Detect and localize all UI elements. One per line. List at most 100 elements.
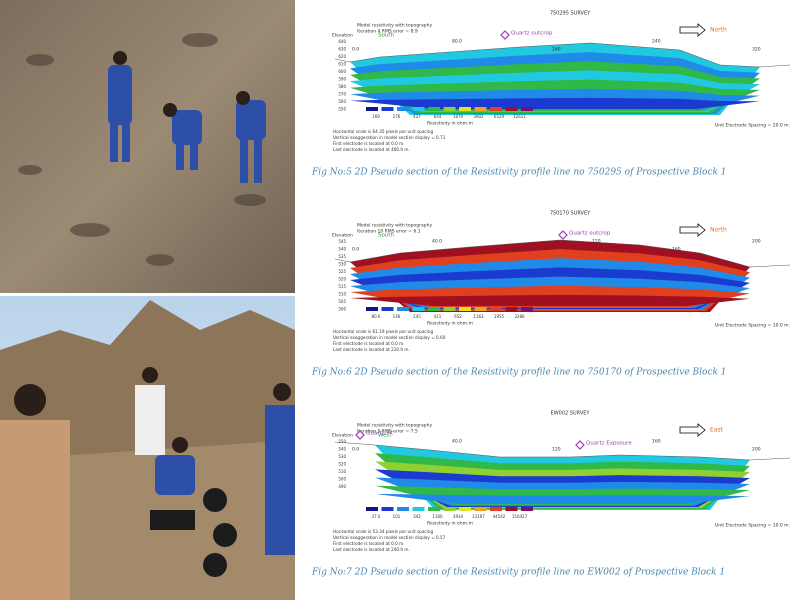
elevation-tick: 520 — [338, 277, 346, 282]
left-direction: South — [378, 233, 394, 239]
elevation-tick: 510 — [338, 469, 346, 474]
elevation-tick: 520 — [338, 462, 346, 467]
legend-swatch — [381, 507, 394, 511]
elevation-tick: 560 — [338, 99, 346, 104]
legend-value: 146 — [393, 314, 401, 319]
legend-label: Resistivity in ohm.m — [427, 321, 473, 327]
survey-title: EW002 SURVEY — [551, 411, 591, 417]
legend-value: 12611 — [513, 114, 526, 119]
marker-label: Quartz Exposure — [586, 441, 632, 447]
distance-tick: 320 — [752, 47, 761, 53]
legend-swatch — [490, 507, 502, 511]
elevation-tick: 640 — [338, 39, 346, 44]
survey-title: 750170 SURVEY — [550, 211, 591, 217]
legend-swatch — [521, 107, 533, 111]
right-direction: North — [710, 227, 727, 234]
unit-spacing: Unit Electrode Spacing = 10.0 m. — [715, 323, 790, 329]
legend-swatch — [490, 107, 502, 111]
topography-line — [334, 441, 791, 461]
section-band — [350, 294, 750, 306]
caption: Fig No:5 2D Pseudo section of the Resist… — [311, 168, 727, 178]
elevation-tick: 540 — [338, 247, 346, 252]
legend-value: 427 — [413, 114, 421, 119]
elevation-tick: 505 — [338, 299, 346, 304]
legend-swatch — [397, 107, 409, 111]
elevation-tick: 510 — [338, 292, 346, 297]
legend-value: 6529 — [494, 114, 505, 119]
photo-field-workers — [0, 0, 295, 293]
iteration: Iteration 5 RMS error = 7.5 — [357, 429, 418, 435]
direction-arrow — [679, 223, 706, 237]
legend-swatch — [428, 307, 440, 311]
legend-value: 245 — [413, 314, 421, 319]
legend-swatch — [428, 507, 440, 511]
legend-swatch — [459, 107, 471, 111]
unit-spacing: Unit Electrode Spacing = 10.0 m. — [715, 523, 790, 529]
distance-tick: 0.0 — [352, 447, 359, 453]
legend-swatch — [443, 307, 456, 311]
distance-tick: 120 — [552, 447, 561, 453]
model-title: Model resistivity with topography — [357, 423, 432, 429]
legend-swatch — [412, 307, 425, 311]
distance-tick: 40.0 — [432, 239, 442, 245]
legend-value: 644 — [434, 114, 442, 119]
survey-title: 750295 SURVEY — [550, 11, 591, 17]
note: First electrode is located at 0.0 m. — [333, 341, 405, 346]
iteration: Iteration 10 RMS error = 6.1 — [357, 229, 421, 235]
elevation-tick: 580 — [338, 84, 346, 89]
legend-value: 1679 — [453, 114, 464, 119]
legend-value: 411 — [434, 314, 442, 319]
legend-swatch — [443, 507, 456, 511]
distance-tick: 160 — [652, 439, 661, 445]
note: Last electrode is located at 240.0 m. — [333, 547, 410, 552]
legend-value: 3902 — [473, 114, 484, 119]
marker-diamond — [500, 30, 510, 40]
distance-tick: 0.0 — [352, 247, 359, 253]
marker-label: Quartz outcrop — [569, 231, 611, 237]
note: Vertical exaggeration in model section d… — [333, 335, 446, 340]
elevation-tick: 515 — [338, 284, 346, 289]
note: First electrode is located at 0.0 m. — [333, 141, 405, 146]
elevation-tick: 535 — [338, 254, 346, 259]
elevation-tick: 550 — [338, 107, 346, 112]
legend-value: 80.6 — [372, 314, 381, 319]
marker-diamond — [558, 230, 568, 240]
model-title: Model resistivity with topography — [357, 223, 432, 229]
caption: Fig No:6 2D Pseudo section of the Resist… — [311, 368, 727, 378]
direction-arrow — [679, 423, 706, 437]
figure: 750295 SURVEY Model resistivity with topo… — [311, 11, 791, 178]
elevation-tick: 530 — [338, 454, 346, 459]
legend-swatch — [505, 507, 518, 511]
legend-value: 150427 — [512, 514, 528, 519]
elevation-tick: 590 — [338, 77, 346, 82]
section-band — [350, 97, 760, 109]
legend-swatch — [490, 307, 502, 311]
elevation-tick: 570 — [338, 92, 346, 97]
elevation-label: Elevation — [332, 33, 353, 39]
elevation-tick: 540 — [338, 447, 346, 452]
legend-value: 276 — [393, 114, 401, 119]
elevation-tick: 525 — [338, 269, 346, 274]
right-direction: North — [710, 27, 727, 34]
section-band — [375, 493, 750, 504]
distance-tick: 80.0 — [452, 39, 462, 45]
left-direction: West — [378, 433, 392, 439]
legend-swatch — [366, 107, 378, 111]
legend-value: 101 — [393, 514, 401, 519]
right-direction: East — [710, 427, 724, 434]
legend-value: 169 — [372, 114, 380, 119]
legend-swatch — [381, 107, 394, 111]
marker-label: Quartz outcrop — [511, 31, 553, 37]
elevation-tick: 500 — [338, 477, 346, 482]
note: Vertical exaggeration in model section d… — [333, 535, 446, 540]
legend-swatch — [459, 507, 471, 511]
legend-value: 37.0 — [372, 514, 381, 519]
legend-value: 1160 — [432, 514, 443, 519]
elevation-label: Elevation — [332, 233, 353, 239]
elevation-tick: 610 — [338, 62, 346, 67]
legend-swatch — [366, 307, 378, 311]
legend-swatch — [412, 507, 425, 511]
figure: 750170 SURVEY Model resistivity with topo… — [311, 211, 791, 378]
distance-tick: 40.0 — [452, 439, 462, 445]
